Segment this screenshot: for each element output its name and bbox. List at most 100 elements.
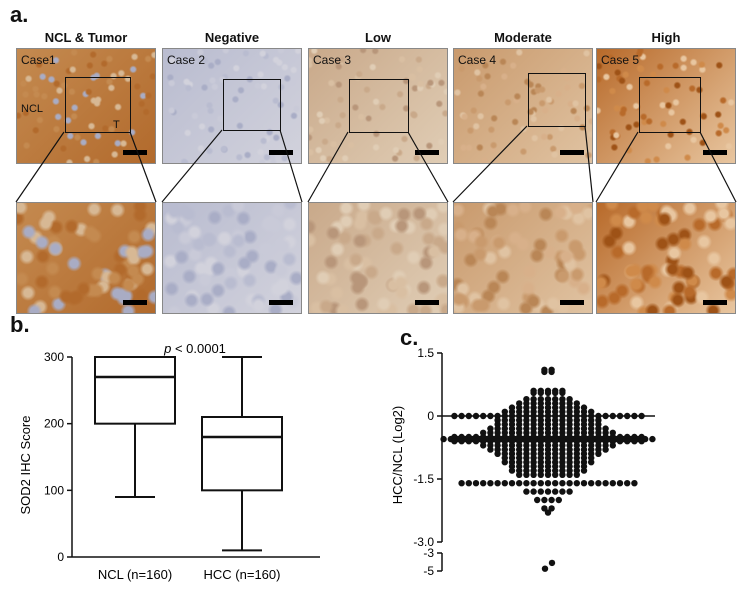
outlier-point <box>548 559 556 567</box>
column-title-0: NCL & Tumor <box>44 30 128 45</box>
data-point <box>588 480 595 487</box>
data-point <box>624 480 631 487</box>
interquartile-box <box>94 356 176 425</box>
data-point <box>530 480 537 487</box>
column-title-2: Low <box>365 30 391 45</box>
data-point <box>487 480 494 487</box>
region-label-ncl: NCL <box>21 103 44 115</box>
data-point <box>472 480 480 487</box>
scale-bar <box>123 300 147 305</box>
data-point <box>624 438 631 445</box>
data-point <box>465 412 472 420</box>
data-point <box>559 471 566 478</box>
data-point <box>480 480 487 487</box>
data-point <box>458 438 465 445</box>
data-point <box>458 480 465 487</box>
data-point <box>530 488 537 495</box>
data-point <box>609 412 616 420</box>
case-label: Case 3 <box>313 53 352 67</box>
data-point <box>494 480 501 487</box>
y-tick-label: 1.5 <box>417 346 434 360</box>
panel-c-letter: c. <box>400 325 419 350</box>
data-point <box>573 471 580 478</box>
case-label: Case 4 <box>458 53 497 67</box>
scale-bar <box>560 150 584 155</box>
scale-bar <box>123 150 147 155</box>
data-point <box>616 480 624 487</box>
box-1 <box>201 356 283 552</box>
data-point <box>631 412 638 420</box>
scale-bar <box>703 300 727 305</box>
y-tick-label: -3.0 <box>413 535 434 549</box>
data-point <box>530 471 537 478</box>
data-point <box>566 488 573 495</box>
data-point <box>544 509 552 516</box>
data-point <box>544 488 552 495</box>
column-title-1: Negative <box>204 30 260 45</box>
data-point <box>465 480 472 487</box>
data-point <box>516 471 523 478</box>
data-point <box>544 389 552 397</box>
data-point <box>602 480 609 487</box>
zoom-region-box <box>528 73 586 127</box>
scale-bar <box>269 150 293 155</box>
region-label-tumor: T <box>113 119 120 131</box>
data-point <box>501 480 508 487</box>
data-point <box>508 480 516 487</box>
case-label: Case 5 <box>601 53 640 67</box>
data-point <box>541 505 548 512</box>
data-point <box>609 442 616 449</box>
data-point <box>465 438 472 445</box>
data-point <box>472 412 480 420</box>
data-point <box>537 471 544 478</box>
data-point <box>559 480 566 487</box>
data-point <box>624 412 631 420</box>
data-point <box>487 446 494 453</box>
y-tick-label: 300 <box>44 350 64 364</box>
data-point <box>638 412 645 420</box>
data-point <box>523 488 530 495</box>
zoom-region-box <box>349 79 409 133</box>
box-0 <box>94 356 176 498</box>
data-point <box>537 488 544 495</box>
data-point <box>595 450 602 457</box>
data-point <box>552 389 559 397</box>
data-point <box>458 412 465 420</box>
panel-a-letter: a. <box>10 2 29 27</box>
y-tick-label: 0 <box>427 409 434 423</box>
x-category-label: NCL (n=160) <box>98 567 172 582</box>
data-point <box>566 480 573 487</box>
micrograph-zoom-0 <box>16 202 156 314</box>
data-point <box>472 438 480 445</box>
y-tick-label: 100 <box>44 483 64 497</box>
data-point <box>631 438 638 445</box>
micrograph-overview-4: Case 5 <box>596 48 736 164</box>
zoom-region-box <box>223 79 281 131</box>
box-plot-sod2: SOD2 IHC Score p < 0.0001 0 100 200 300 NCL … <box>18 341 320 582</box>
scale-bar <box>415 150 439 155</box>
data-point <box>537 389 544 397</box>
data-point <box>480 412 487 420</box>
data-point <box>548 505 555 512</box>
data-point <box>501 459 508 466</box>
zoom-region-box <box>65 77 131 133</box>
p-value-annotation: p < 0.0001 <box>163 341 226 356</box>
micrograph-zoom-2 <box>308 202 448 314</box>
scatter-plot-log2: HCC/NCL (Log2) 1.5 0 -1.5 -3.0-3 -5 <box>390 346 656 578</box>
micrograph-zoom-1 <box>162 202 302 314</box>
data-point <box>516 480 523 487</box>
micrograph-overview-1: Case 2 <box>162 48 302 164</box>
y-tick-label: 0 <box>57 550 64 564</box>
data-point <box>508 467 516 474</box>
data-point <box>649 435 656 443</box>
data-point <box>602 446 609 453</box>
data-point <box>638 438 645 445</box>
data-point <box>530 389 537 397</box>
data-point <box>534 496 541 504</box>
broken-axis-tick-label: -5 <box>423 564 434 578</box>
scale-bar <box>560 300 584 305</box>
scale-bar <box>703 150 727 155</box>
data-point <box>523 471 530 478</box>
micrograph-overview-3: Case 4 <box>453 48 593 164</box>
data-point <box>552 488 559 495</box>
